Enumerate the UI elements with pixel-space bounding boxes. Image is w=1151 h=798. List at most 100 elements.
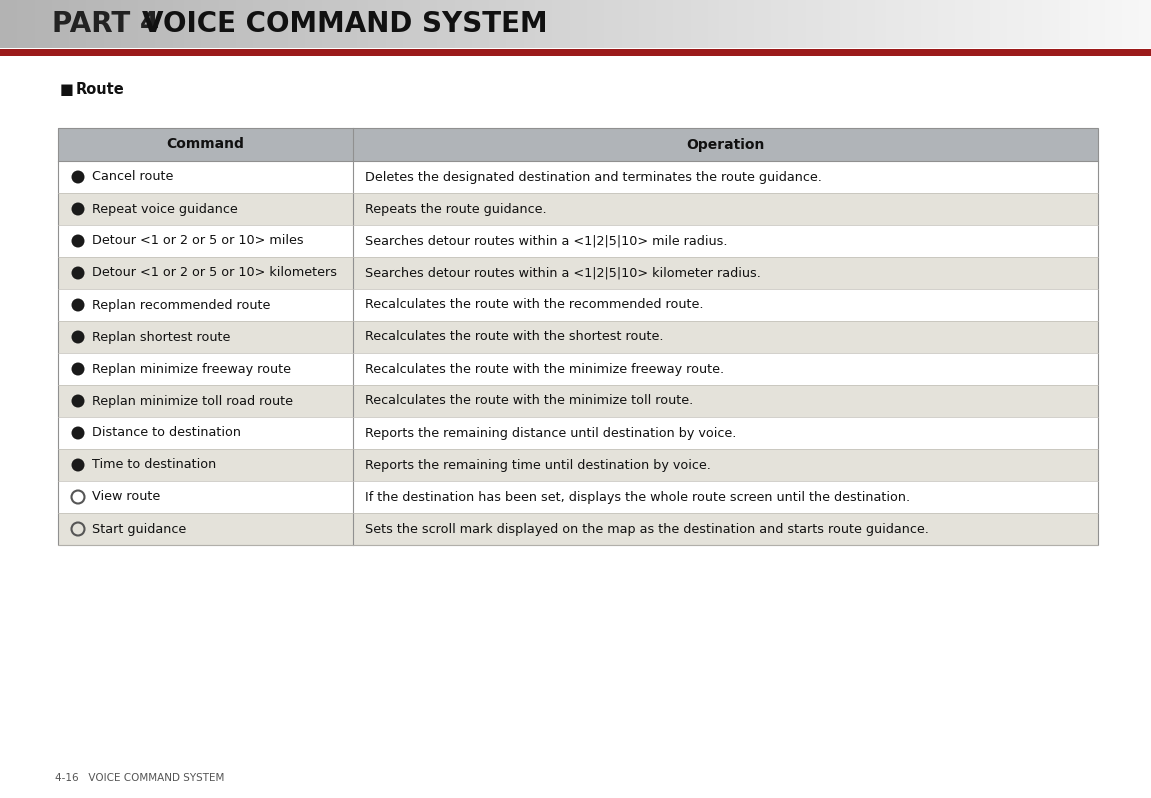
Bar <box>334 0 341 48</box>
Text: Recalculates the route with the recommended route.: Recalculates the route with the recommen… <box>365 298 704 311</box>
Bar <box>184 0 191 48</box>
Bar <box>783 0 790 48</box>
Bar <box>869 0 876 48</box>
Bar <box>990 0 997 48</box>
Bar <box>69 0 76 48</box>
Bar <box>955 0 962 48</box>
Bar <box>599 0 605 48</box>
Text: Searches detour routes within a <1|2|5|10> mile radius.: Searches detour routes within a <1|2|5|1… <box>365 235 727 247</box>
Bar <box>932 0 939 48</box>
Bar <box>52 0 59 48</box>
Text: Deletes the designated destination and terminates the route guidance.: Deletes the designated destination and t… <box>365 171 822 184</box>
Bar <box>311 0 318 48</box>
Bar <box>420 0 427 48</box>
Bar <box>765 0 772 48</box>
Circle shape <box>71 171 84 184</box>
Bar <box>984 0 991 48</box>
Bar <box>265 0 272 48</box>
Text: Start guidance: Start guidance <box>92 523 186 535</box>
Bar <box>345 0 352 48</box>
Bar <box>1059 0 1066 48</box>
Text: Sets the scroll mark displayed on the map as the destination and starts route gu: Sets the scroll mark displayed on the ma… <box>365 523 929 535</box>
Bar <box>236 0 243 48</box>
Bar <box>104 0 110 48</box>
Bar <box>691 0 698 48</box>
Bar <box>58 257 1098 289</box>
Bar <box>754 0 761 48</box>
Bar <box>196 0 203 48</box>
Text: Replan shortest route: Replan shortest route <box>92 330 230 343</box>
Bar <box>967 0 974 48</box>
Text: Replan minimize toll road route: Replan minimize toll road route <box>92 394 294 408</box>
Bar <box>92 0 99 48</box>
Bar <box>639 0 646 48</box>
Bar <box>58 289 1098 321</box>
Text: Reports the remaining time until destination by voice.: Reports the remaining time until destina… <box>365 459 711 472</box>
Bar <box>506 0 513 48</box>
Bar <box>512 0 519 48</box>
Bar <box>299 0 306 48</box>
Bar <box>725 0 732 48</box>
Bar <box>483 0 490 48</box>
Bar <box>535 0 542 48</box>
Bar <box>58 449 1098 481</box>
Text: 4-16   VOICE COMMAND SYSTEM: 4-16 VOICE COMMAND SYSTEM <box>55 773 224 783</box>
Bar <box>788 0 795 48</box>
Bar <box>12 0 18 48</box>
Bar <box>938 0 945 48</box>
Bar <box>1076 0 1083 48</box>
Bar <box>679 0 686 48</box>
Text: Reports the remaining distance until destination by voice.: Reports the remaining distance until des… <box>365 426 737 440</box>
Bar <box>857 0 864 48</box>
Bar <box>460 0 467 48</box>
Bar <box>368 0 375 48</box>
Bar <box>219 0 226 48</box>
Bar <box>529 0 536 48</box>
Bar <box>495 0 502 48</box>
Bar <box>58 353 1098 385</box>
Bar <box>17 0 24 48</box>
Bar <box>397 0 404 48</box>
Circle shape <box>71 426 84 440</box>
Text: If the destination has been set, displays the whole route screen until the desti: If the destination has been set, display… <box>365 491 910 504</box>
Bar <box>863 0 870 48</box>
Circle shape <box>71 267 84 279</box>
Bar <box>944 0 951 48</box>
Bar <box>455 0 462 48</box>
Bar <box>777 0 784 48</box>
Bar <box>898 0 905 48</box>
Text: Time to destination: Time to destination <box>92 459 216 472</box>
Bar <box>1001 0 1008 48</box>
Bar <box>58 481 1098 513</box>
Bar <box>1065 0 1072 48</box>
Bar <box>253 0 260 48</box>
Bar <box>518 0 525 48</box>
Bar <box>121 0 128 48</box>
Bar <box>881 0 887 48</box>
Bar <box>633 0 640 48</box>
Circle shape <box>71 362 84 376</box>
Bar <box>581 0 588 48</box>
Bar <box>75 0 82 48</box>
Bar <box>35 0 41 48</box>
Bar <box>748 0 755 48</box>
Bar <box>58 385 1098 417</box>
Bar <box>501 0 508 48</box>
Bar <box>144 0 151 48</box>
Bar <box>414 0 421 48</box>
Bar <box>150 0 157 48</box>
Bar <box>742 0 749 48</box>
Bar <box>610 0 617 48</box>
Text: Repeats the route guidance.: Repeats the route guidance. <box>365 203 547 215</box>
Bar <box>115 0 122 48</box>
Bar <box>58 321 1098 353</box>
Bar <box>58 225 1098 257</box>
Bar <box>426 0 433 48</box>
Bar <box>207 0 214 48</box>
Bar <box>673 0 680 48</box>
Bar <box>737 0 744 48</box>
Bar <box>127 0 134 48</box>
Bar <box>305 0 312 48</box>
Bar <box>622 0 628 48</box>
Text: Detour <1 or 2 or 5 or 10> kilometers: Detour <1 or 2 or 5 or 10> kilometers <box>92 267 337 279</box>
